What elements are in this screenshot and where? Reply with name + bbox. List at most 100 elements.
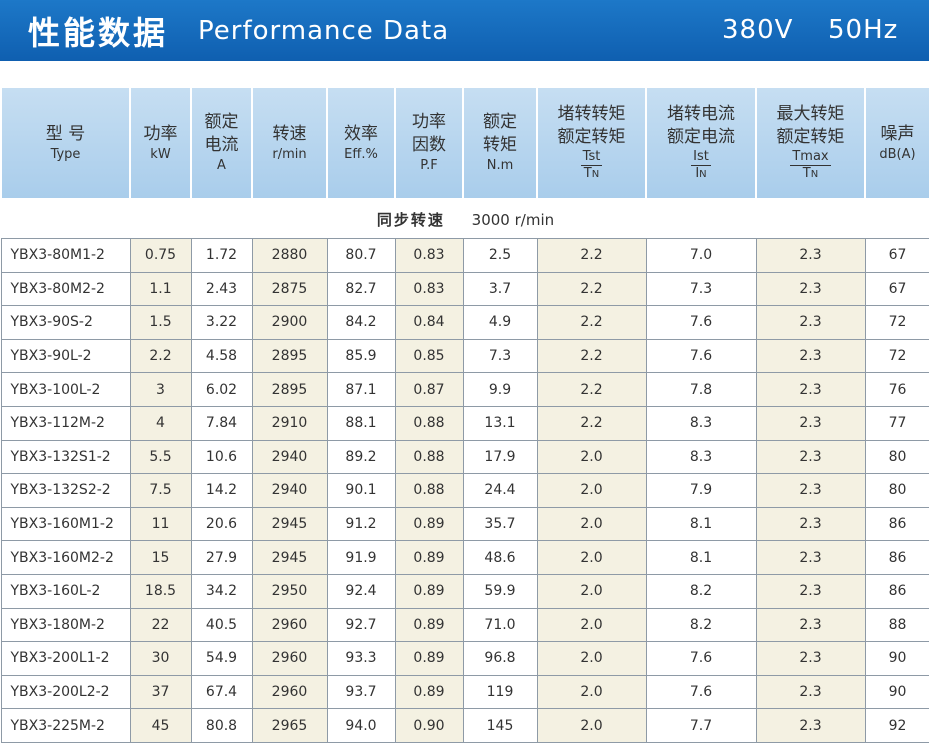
cell-torque: 17.9 <box>462 439 538 475</box>
cell-power-factor: 0.88 <box>394 405 464 441</box>
cell-speed: 2940 <box>251 473 328 508</box>
cell-noise: 76 <box>864 372 929 407</box>
cell-speed: 2960 <box>251 641 328 676</box>
cell-type: YBX3-180M-2 <box>0 607 131 643</box>
cell-breakdown-torque: 2.3 <box>755 708 866 743</box>
cell-breakdown-torque: 2.3 <box>755 338 866 374</box>
fraction: Ist IN <box>691 149 711 181</box>
cell-power: 4 <box>129 405 192 441</box>
cell-type: YBX3-200L1-2 <box>0 641 131 676</box>
cell-power: 30 <box>129 641 192 676</box>
cell-type: YBX3-160M1-2 <box>0 506 131 542</box>
cell-current: 2.43 <box>190 271 253 307</box>
header-power: 功率 kW <box>129 86 192 200</box>
cell-efficiency: 91.9 <box>326 540 396 575</box>
cell-type: YBX3-100L-2 <box>0 372 131 407</box>
header-type: 型 号 Type <box>0 86 131 200</box>
cell-torque: 9.9 <box>462 372 538 407</box>
cell-power: 15 <box>129 540 192 575</box>
cell-type: YBX3-160L-2 <box>0 573 131 609</box>
cell-locked-rotor-current: 7.7 <box>645 708 757 743</box>
cell-locked-rotor-torque: 2.0 <box>536 607 647 643</box>
cell-power: 37 <box>129 674 192 710</box>
cell-efficiency: 88.1 <box>326 405 396 441</box>
header-breakdown-torque: 最大转矩 额定转矩 Tmax TN <box>755 86 866 200</box>
cell-speed: 2880 <box>251 238 328 273</box>
table-row: YBX3-160M2-2 15 27.9 2945 91.9 0.89 48.6 2.0 8.1… <box>0 540 929 575</box>
cell-current: 20.6 <box>190 506 253 542</box>
cell-locked-rotor-current: 8.1 <box>645 540 757 575</box>
table-row: YBX3-225M-2 45 80.8 2965 94.0 0.90 145 2.0 7.7 2.… <box>0 708 929 743</box>
cell-torque: 3.7 <box>462 271 538 307</box>
table-row: YBX3-90L-2 2.2 4.58 2895 85.9 0.85 7.3 2.2 7.6 2.… <box>0 338 929 374</box>
cell-torque: 24.4 <box>462 473 538 508</box>
cell-noise: 72 <box>864 338 929 374</box>
frequency-label: 50Hz <box>828 15 899 45</box>
cell-type: YBX3-225M-2 <box>0 708 131 743</box>
cell-current: 54.9 <box>190 641 253 676</box>
cell-power-factor: 0.88 <box>394 439 464 475</box>
cell-type: YBX3-80M2-2 <box>0 271 131 307</box>
cell-type: YBX3-80M1-2 <box>0 238 131 273</box>
cell-speed: 2945 <box>251 540 328 575</box>
cell-breakdown-torque: 2.3 <box>755 238 866 273</box>
cell-noise: 80 <box>864 473 929 508</box>
cell-noise: 86 <box>864 506 929 542</box>
cell-noise: 90 <box>864 641 929 676</box>
table-row: YBX3-160L-2 18.5 34.2 2950 92.4 0.89 59.9 2.0 8.… <box>0 573 929 609</box>
cell-power-factor: 0.87 <box>394 372 464 407</box>
table-row: YBX3-132S2-2 7.5 14.2 2940 90.1 0.88 24.4 2.0 7.… <box>0 473 929 508</box>
cell-torque: 59.9 <box>462 573 538 609</box>
section-row: 同步转速 3000 r/min <box>1 199 929 239</box>
cell-noise: 90 <box>864 674 929 710</box>
cell-efficiency: 90.1 <box>326 473 396 508</box>
cell-power: 1.1 <box>129 271 192 307</box>
cell-locked-rotor-current: 7.6 <box>645 674 757 710</box>
cell-current: 4.58 <box>190 338 253 374</box>
cell-power-factor: 0.90 <box>394 708 464 743</box>
cell-locked-rotor-current: 7.6 <box>645 305 757 340</box>
cell-current: 67.4 <box>190 674 253 710</box>
cell-power: 0.75 <box>129 238 192 273</box>
table-row: YBX3-180M-2 22 40.5 2960 92.7 0.89 71.0 2.0 8.2 2… <box>0 607 929 643</box>
cell-locked-rotor-torque: 2.0 <box>536 573 647 609</box>
cell-locked-rotor-torque: 2.2 <box>536 238 647 273</box>
cell-efficiency: 84.2 <box>326 305 396 340</box>
cell-locked-rotor-current: 8.3 <box>645 439 757 475</box>
cell-speed: 2945 <box>251 506 328 542</box>
cell-speed: 2910 <box>251 405 328 441</box>
cell-speed: 2895 <box>251 338 328 374</box>
title-en: Performance Data <box>198 15 450 46</box>
cell-locked-rotor-torque: 2.0 <box>536 439 647 475</box>
cell-torque: 13.1 <box>462 405 538 441</box>
cell-breakdown-torque: 2.3 <box>755 607 866 643</box>
cell-noise: 67 <box>864 271 929 307</box>
cell-speed: 2950 <box>251 573 328 609</box>
cell-power-factor: 0.85 <box>394 338 464 374</box>
cell-current: 6.02 <box>190 372 253 407</box>
cell-power-factor: 0.89 <box>394 573 464 609</box>
header-power-factor: 功率 因数 P.F <box>394 86 464 200</box>
cell-current: 80.8 <box>190 708 253 743</box>
table-row: YBX3-112M-2 4 7.84 2910 88.1 0.88 13.1 2.2 8.3 2.… <box>0 405 929 441</box>
header-torque: 额定 转矩 N.m <box>462 86 538 200</box>
cell-power-factor: 0.89 <box>394 540 464 575</box>
cell-current: 7.84 <box>190 405 253 441</box>
cell-speed: 2900 <box>251 305 328 340</box>
cell-locked-rotor-torque: 2.2 <box>536 305 647 340</box>
table-row: YBX3-80M1-2 0.75 1.72 2880 80.7 0.83 2.5 2.2 7.0… <box>0 238 929 273</box>
cell-efficiency: 87.1 <box>326 372 396 407</box>
cell-speed: 2960 <box>251 674 328 710</box>
title-cn: 性能数据 <box>28 13 169 52</box>
header-speed: 转速 r/min <box>251 86 328 200</box>
cell-power: 18.5 <box>129 573 192 609</box>
cell-noise: 72 <box>864 305 929 340</box>
cell-torque: 96.8 <box>462 641 538 676</box>
table-row: YBX3-90S-2 1.5 3.22 2900 84.2 0.84 4.9 2.2 7.6 2.… <box>0 305 929 340</box>
cell-speed: 2875 <box>251 271 328 307</box>
cell-locked-rotor-current: 7.9 <box>645 473 757 508</box>
cell-type: YBX3-132S1-2 <box>0 439 131 475</box>
cell-efficiency: 92.4 <box>326 573 396 609</box>
cell-breakdown-torque: 2.3 <box>755 473 866 508</box>
cell-power: 7.5 <box>129 473 192 508</box>
